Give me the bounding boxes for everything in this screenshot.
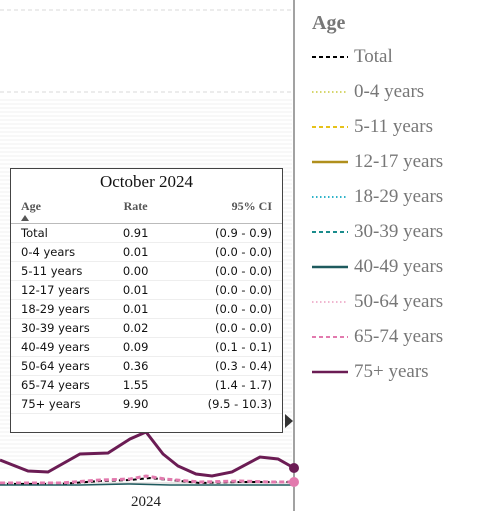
cell-age: 12-17 years [11, 280, 104, 300]
cell-ci: (0.0 - 0.0) [168, 280, 282, 300]
cell-ci: (0.9 - 0.9) [168, 223, 282, 243]
legend-item[interactable]: 5-11 years [312, 109, 492, 144]
legend-swatch-icon [312, 195, 348, 198]
legend-swatch-icon [312, 300, 348, 303]
series-line-40-49-years [0, 483, 294, 486]
tooltip-table: Age Rate 95% CI Total 0.91 (0.9 - 0.9) 0-4 … [11, 196, 282, 414]
legend-item[interactable]: 0-4 years [312, 74, 492, 109]
legend-item[interactable]: 50-64 years [312, 284, 492, 319]
table-row: 12-17 years 0.01 (0.0 - 0.0) [11, 280, 282, 300]
series-line-75plus-years [0, 430, 295, 478]
cell-rate: 0.91 [103, 223, 169, 243]
series-point-75plus-years[interactable] [289, 463, 299, 473]
table-row: 0-4 years 0.01 (0.0 - 0.0) [11, 242, 282, 262]
legend-swatch-icon [312, 335, 348, 338]
cell-ci: (0.0 - 0.0) [168, 261, 282, 281]
cell-age: 18-29 years [11, 299, 104, 319]
sort-ascending-icon [21, 215, 29, 221]
legend-label: 12-17 years [354, 150, 444, 172]
cell-ci: (1.4 - 1.7) [168, 375, 282, 395]
cell-age: 65-74 years [11, 375, 104, 395]
cell-rate: 1.55 [103, 375, 169, 395]
legend-label: Total [354, 45, 393, 67]
legend-item[interactable]: 12-17 years [312, 144, 492, 179]
cell-rate: 9.90 [103, 394, 169, 414]
table-row: 5-11 years 0.00 (0.0 - 0.0) [11, 261, 282, 281]
column-header-age[interactable]: Age [11, 196, 104, 224]
legend-item[interactable]: 40-49 years [312, 249, 492, 284]
cell-age: 75+ years [11, 394, 104, 414]
table-row: 75+ years 9.90 (9.5 - 10.3) [11, 394, 282, 414]
legend-swatch-icon [312, 125, 348, 128]
cell-rate: 0.01 [103, 242, 169, 262]
legend-label: 50-64 years [354, 290, 444, 312]
legend-item[interactable]: 75+ years [312, 354, 492, 389]
cell-age: Total [11, 223, 104, 243]
column-header-ci[interactable]: 95% CI [168, 196, 282, 224]
column-header-rate[interactable]: Rate [103, 196, 169, 224]
cell-ci: (0.1 - 0.1) [168, 337, 282, 357]
tooltip: October 2024 Age Rate 95% CI Total 0.91 (0… [10, 168, 283, 433]
legend-item[interactable]: 30-39 years [312, 214, 492, 249]
cell-ci: (0.0 - 0.0) [168, 299, 282, 319]
legend-title: Age [312, 12, 346, 34]
cell-rate: 0.09 [103, 337, 169, 357]
legend-swatch-icon [312, 55, 348, 58]
legend-item[interactable]: 65-74 years [312, 319, 492, 354]
legend-item[interactable]: 18-29 years [312, 179, 492, 214]
table-row: Total 0.91 (0.9 - 0.9) [11, 223, 282, 243]
legend-item[interactable]: Total [312, 39, 492, 74]
legend-label: 18-29 years [354, 185, 444, 207]
cell-rate: 0.00 [103, 261, 169, 281]
cell-age: 50-64 years [11, 356, 104, 376]
legend-swatch-icon [312, 230, 348, 233]
table-row: 50-64 years 0.36 (0.3 - 0.4) [11, 356, 282, 376]
tooltip-title: October 2024 [99, 172, 193, 191]
cell-ci: (9.5 - 10.3) [168, 394, 282, 414]
cell-rate: 0.02 [103, 318, 169, 338]
cell-ci: (0.0 - 0.0) [168, 242, 282, 262]
cell-age: 0-4 years [11, 242, 104, 262]
table-row: 65-74 years 1.55 (1.4 - 1.7) [11, 375, 282, 395]
legend-label: 40-49 years [354, 255, 444, 277]
series-line-total [0, 476, 294, 485]
x-tick-label: 2024 [131, 494, 162, 510]
cell-age: 40-49 years [11, 337, 104, 357]
table-row: 18-29 years 0.01 (0.0 - 0.0) [11, 299, 282, 319]
legend-label: 65-74 years [354, 325, 444, 347]
cell-age: 5-11 years [11, 261, 104, 281]
cell-rate: 0.36 [103, 356, 169, 376]
legend-swatch-icon [312, 160, 348, 163]
table-row: 40-49 years 0.09 (0.1 - 0.1) [11, 337, 282, 357]
cell-ci: (0.3 - 0.4) [168, 356, 282, 376]
cell-ci: (0.0 - 0.0) [168, 318, 282, 338]
series-point-65-74-years[interactable] [289, 477, 299, 487]
legend: Age Total 0-4 years 5-11 years 12-17 years 1… [312, 10, 492, 389]
cell-rate: 0.01 [103, 280, 169, 300]
series-line-65-74-years [0, 474, 294, 485]
cell-rate: 0.01 [103, 299, 169, 319]
table-row: 30-39 years 0.02 (0.0 - 0.0) [11, 318, 282, 338]
legend-label: 75+ years [354, 360, 429, 382]
legend-swatch-icon [312, 265, 348, 268]
cell-age: 30-39 years [11, 318, 104, 338]
legend-swatch-icon [312, 370, 348, 373]
tooltip-pointer-icon [285, 414, 293, 428]
legend-swatch-icon [312, 90, 348, 93]
legend-label: 5-11 years [354, 115, 433, 137]
legend-label: 30-39 years [354, 220, 444, 242]
legend-label: 0-4 years [354, 80, 425, 102]
